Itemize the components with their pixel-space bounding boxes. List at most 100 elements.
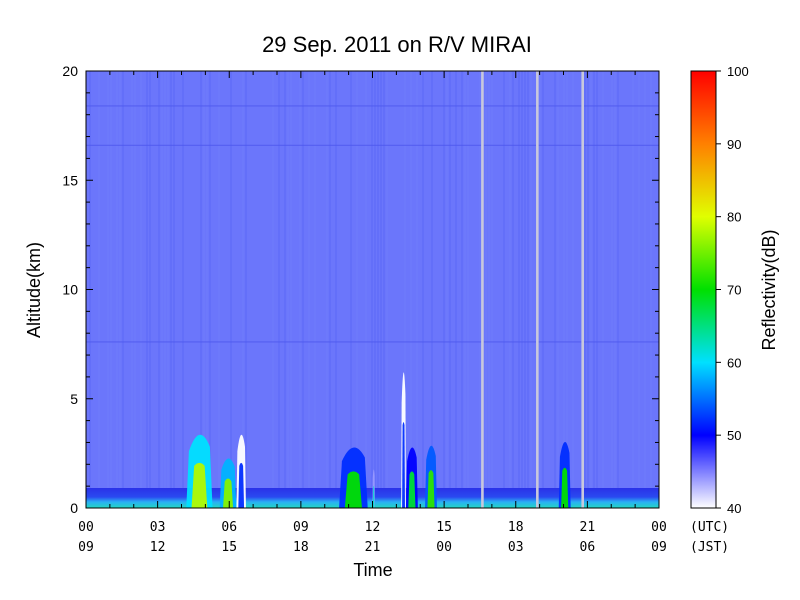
x-tick-label-jst: 09 [78, 540, 94, 555]
noise-streak [272, 71, 274, 508]
noise-streak [590, 71, 592, 508]
noise-streak [446, 71, 448, 508]
echo-core [238, 462, 245, 508]
noise-streak [230, 71, 232, 508]
noise-streak [290, 71, 292, 508]
noise-streak [602, 71, 604, 508]
x-tick-label-utc: 18 [508, 520, 524, 535]
noise-streak [587, 71, 589, 508]
noise-streak [485, 71, 487, 508]
echo-core [191, 462, 208, 508]
noise-streak [491, 71, 493, 508]
colorbar-tick-label: 40 [727, 501, 741, 516]
x-tick-label-utc: 15 [436, 520, 452, 535]
noise-streak [596, 71, 598, 508]
missing-data [481, 71, 584, 508]
colorbar: 40 50 60 70 80 90 100 [690, 64, 749, 516]
noise-streak [530, 71, 532, 508]
noise-streak [116, 71, 118, 508]
noise-streak [518, 71, 520, 508]
colorbar-tick-label: 60 [727, 355, 741, 370]
noise-streak [287, 71, 289, 508]
noise-streak [374, 71, 376, 508]
missing-data-line [536, 71, 539, 508]
noise-streak [299, 71, 301, 508]
noise-streak [386, 71, 388, 508]
echo-core [402, 422, 405, 508]
noise-streak [410, 71, 412, 508]
x-tick-label-jst: 12 [150, 540, 166, 555]
echo-core [344, 471, 362, 508]
x-tick-label-jst: 09 [651, 540, 667, 555]
noise-streak [554, 71, 556, 508]
noise-streak [98, 71, 100, 508]
noise-streak [200, 71, 202, 508]
noise-streak [416, 71, 418, 508]
noise-streak [431, 71, 433, 508]
noise-streak [527, 71, 529, 508]
colorbar-tick-label: 100 [727, 64, 749, 79]
noise-streak [443, 71, 445, 508]
echo-core [561, 467, 569, 508]
noise-streak [488, 71, 490, 508]
noise-streak [566, 71, 568, 508]
noise-streak [245, 71, 247, 508]
x-axis-label: Time [353, 560, 392, 580]
jst-unit-label: (JST) [690, 540, 729, 555]
y-axis-label: Altitude(km) [24, 242, 44, 338]
noise-streak [542, 71, 544, 508]
colorbar-tick-label: 70 [727, 283, 741, 298]
x-tick-label-utc: 00 [78, 520, 94, 535]
x-axis: 00 09 03 12 06 15 09 18 12 21 15 00 18 03 21 06 00 09 [78, 71, 667, 555]
noise-streak [593, 71, 595, 508]
noise-streak [161, 71, 163, 508]
echo-core [372, 485, 375, 508]
noise-streak [170, 71, 172, 508]
noise-streak [584, 71, 586, 508]
y-tick-label: 0 [70, 500, 78, 516]
echo-core [408, 471, 416, 508]
noise-streak [422, 71, 424, 508]
noise-streak [380, 71, 382, 508]
faint-layers [86, 105, 659, 343]
noise-streak [461, 71, 463, 508]
noise-streak [611, 71, 613, 508]
colorbar-gradient [690, 70, 717, 509]
noise-streak [650, 71, 652, 508]
echoes [186, 372, 571, 508]
noise-streak [167, 71, 169, 508]
utc-unit-label: (UTC) [690, 520, 729, 535]
noise-streak [377, 71, 379, 508]
echo-core [427, 470, 435, 508]
x-tick-label-utc: 09 [293, 520, 309, 535]
noise-streak [326, 71, 328, 508]
noise-streak [455, 71, 457, 508]
noise-streak [119, 71, 121, 508]
background-noise [89, 71, 652, 508]
noise-streak [521, 71, 523, 508]
x-tick-label-jst: 06 [580, 540, 596, 555]
plot-background [86, 71, 659, 508]
noise-streak [131, 71, 133, 508]
x-tick-label-jst: 18 [293, 540, 309, 555]
noise-streak [134, 71, 136, 508]
noise-streak [110, 71, 112, 508]
noise-streak [302, 71, 304, 508]
noise-streak [329, 71, 331, 508]
y-tick-label: 20 [62, 63, 78, 79]
noise-streak [614, 71, 616, 508]
y-tick-label: 5 [70, 391, 78, 407]
noise-streak [173, 71, 175, 508]
x-tick-label-utc: 06 [221, 520, 237, 535]
noise-streak [638, 71, 640, 508]
noise-streak [242, 71, 244, 508]
noise-streak [467, 71, 469, 508]
noise-streak [524, 71, 526, 508]
noise-streak [335, 71, 337, 508]
noise-streak [182, 71, 184, 508]
y-tick-label: 15 [62, 172, 78, 188]
noise-streak [122, 71, 124, 508]
noise-streak [383, 71, 385, 508]
x-tick-label-utc: 21 [580, 520, 596, 535]
